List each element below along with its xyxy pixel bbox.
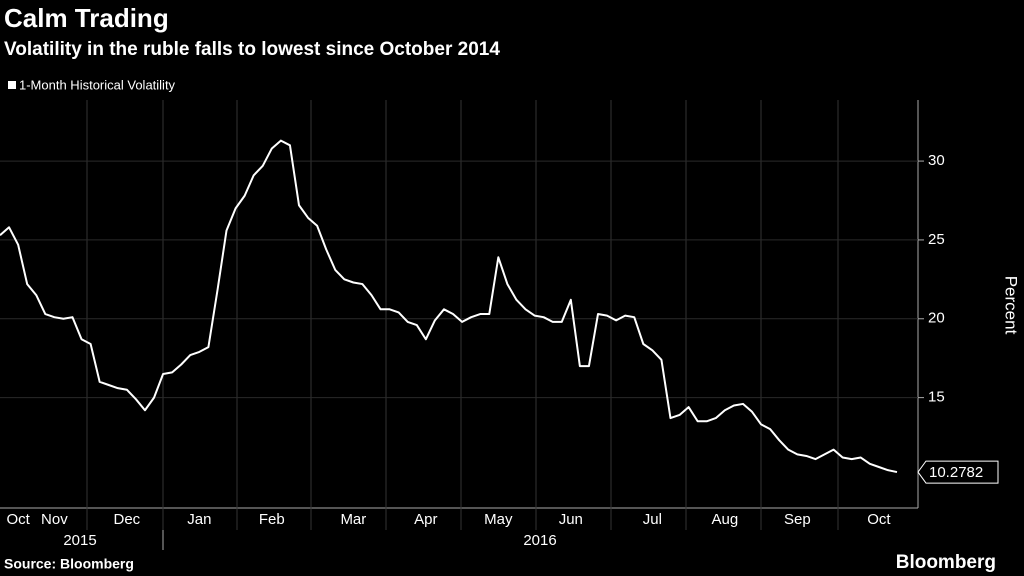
chart-title: Calm Trading — [4, 3, 169, 33]
y-tick-label: 25 — [928, 231, 945, 248]
x-tick-label: Nov — [41, 511, 68, 528]
chart-subtitle: Volatility in the ruble falls to lowest … — [4, 39, 500, 60]
x-tick-label: Sep — [784, 511, 811, 528]
x-tick-label: Jun — [559, 511, 583, 528]
x-tick-label: Mar — [340, 511, 366, 528]
source-note: Source: Bloomberg — [4, 556, 134, 572]
x-tick-label: May — [484, 511, 513, 528]
last-value-label: 10.2782 — [929, 464, 983, 481]
last-value-box — [917, 460, 999, 484]
year-label: 2016 — [523, 532, 556, 549]
x-tick-label: Apr — [414, 511, 437, 528]
month-separators — [86, 100, 839, 530]
y-tick-label: 20 — [928, 310, 945, 327]
year-label: 2015 — [63, 532, 96, 549]
y-tick-label: 15 — [928, 389, 945, 406]
x-tick-label: Dec — [114, 511, 141, 528]
y-axis-label: Percent — [1002, 276, 1021, 335]
x-tick-label: Feb — [259, 511, 285, 528]
x-tick-label: Oct — [867, 511, 891, 528]
x-tick-label: Aug — [711, 511, 738, 528]
x-tick-label: Jan — [187, 511, 211, 528]
legend-swatch — [8, 81, 16, 89]
legend-label: 1-Month Historical Volatility — [19, 77, 176, 92]
x-tick-label: Jul — [643, 511, 662, 528]
line-series — [0, 139, 898, 474]
brand-logo: Bloomberg — [896, 552, 996, 573]
y-tick-label: 30 — [928, 152, 945, 169]
x-tick-label: Oct — [6, 511, 30, 528]
